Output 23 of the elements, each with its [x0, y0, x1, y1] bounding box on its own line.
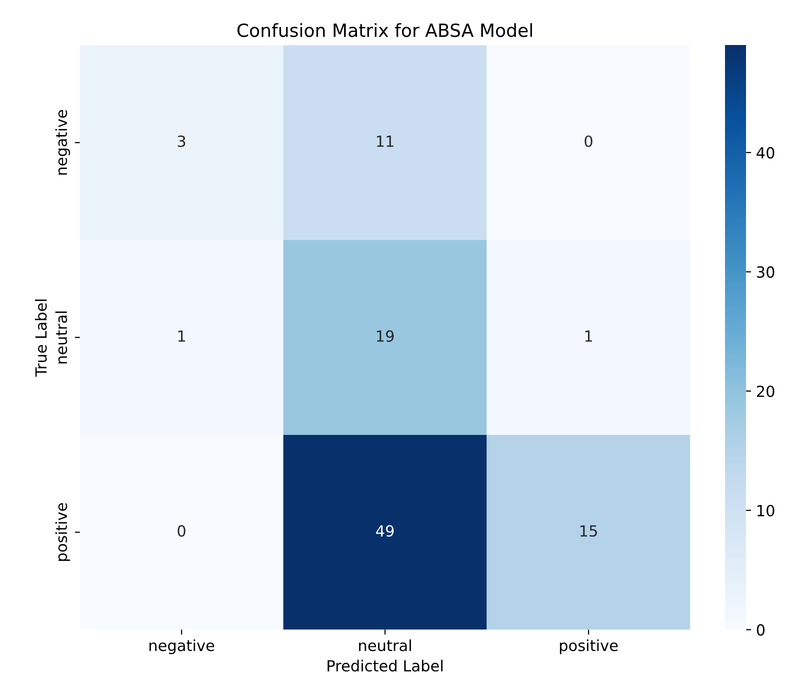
- color-bar-label: 30: [757, 266, 774, 278]
- chart-title: Confusion Matrix for ABSA Model: [237, 23, 532, 38]
- data-label: 15: [580, 525, 597, 537]
- x-tick-label: negative: [150, 639, 214, 654]
- x-tick-label: neutral: [359, 639, 411, 652]
- data-label: 19: [376, 330, 394, 342]
- data-label: 3: [178, 135, 186, 148]
- color-bar-label: 10: [758, 504, 774, 516]
- data-label: 0: [584, 135, 592, 148]
- y-axis-title: True Label: [34, 300, 47, 377]
- color-bar-label: 0: [756, 624, 765, 636]
- data-label: 49: [376, 525, 394, 537]
- y-tick-label: positive: [55, 503, 70, 561]
- x-axis-title: Predicted Label: [328, 660, 442, 672]
- color-bar-label: 40: [756, 146, 774, 159]
- y-tick-label: negative: [55, 110, 70, 175]
- data-label: 1: [585, 330, 592, 342]
- data-label: 11: [376, 136, 394, 147]
- color-bar-label: 20: [756, 386, 774, 398]
- x-tick-label: positive: [560, 639, 618, 654]
- y-tick-label: neutral: [55, 312, 68, 364]
- data-label: 1: [178, 330, 185, 342]
- data-label: 0: [178, 525, 186, 537]
